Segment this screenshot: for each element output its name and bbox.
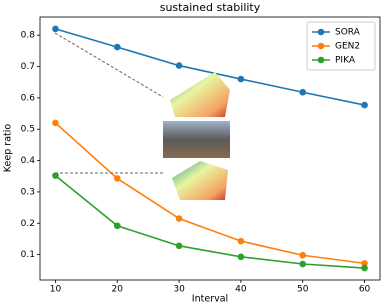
legend-marker xyxy=(317,42,325,50)
y-tick-label: 0.7 xyxy=(21,62,35,72)
insets xyxy=(54,32,230,200)
legend-marker xyxy=(317,28,325,36)
legend-label: PIKA xyxy=(335,56,356,66)
series-line xyxy=(54,122,365,265)
axes-frame xyxy=(39,16,381,281)
point xyxy=(175,242,183,250)
point xyxy=(52,172,59,179)
point xyxy=(361,264,368,272)
point xyxy=(113,222,121,230)
inset-image xyxy=(163,121,230,158)
y-tick-label: 0.2 xyxy=(21,219,35,229)
point xyxy=(175,62,183,69)
plot-area xyxy=(52,25,368,272)
x-tick-label: 60 xyxy=(359,285,371,295)
legend-box xyxy=(306,21,376,71)
y-tick-label: 0.4 xyxy=(21,156,36,166)
point xyxy=(52,25,59,33)
y-tick-label: 0.3 xyxy=(21,187,35,197)
x-tick-label: 50 xyxy=(297,285,309,295)
y-axis-label: Keep ratio xyxy=(3,124,14,173)
legend-marker xyxy=(317,56,325,64)
point xyxy=(237,237,245,245)
chart-title: sustained stability xyxy=(160,1,261,14)
point xyxy=(52,119,59,127)
point xyxy=(175,215,183,222)
x-tick-label: 10 xyxy=(50,285,62,295)
y-tick-label: 0.5 xyxy=(21,125,35,135)
inset-image xyxy=(172,161,228,200)
series-line xyxy=(55,28,365,106)
x-tick-label: 30 xyxy=(173,285,185,295)
legend: SORA GEN2 PIKA xyxy=(306,21,376,71)
connector xyxy=(54,32,164,98)
point xyxy=(299,88,307,96)
y-tick-label: 0.6 xyxy=(21,93,36,103)
point xyxy=(361,101,368,109)
y-tick-label: 0.1 xyxy=(21,250,35,260)
x-axis-label: Interval xyxy=(192,294,228,305)
x-tick-label: 40 xyxy=(235,285,247,295)
point xyxy=(299,260,307,268)
series-line xyxy=(54,174,365,269)
point xyxy=(361,260,368,267)
point xyxy=(113,43,121,51)
y-tick-label: 0.8 xyxy=(21,31,36,41)
point xyxy=(237,75,245,83)
point xyxy=(237,253,245,261)
inset-image xyxy=(170,72,230,117)
legend-label: GEN2 xyxy=(335,42,360,52)
point xyxy=(299,251,307,259)
point xyxy=(113,175,121,182)
x-tick-label: 20 xyxy=(112,285,124,295)
legend-label: SORA xyxy=(335,28,361,38)
